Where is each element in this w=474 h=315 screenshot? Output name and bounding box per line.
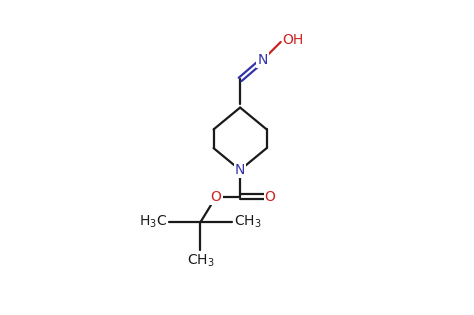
Text: O: O — [210, 190, 221, 203]
Text: H$_3$C: H$_3$C — [139, 214, 167, 230]
Text: CH$_3$: CH$_3$ — [234, 214, 262, 230]
Text: N: N — [235, 163, 246, 177]
Text: N: N — [257, 53, 268, 67]
Text: OH: OH — [283, 33, 303, 48]
Text: O: O — [264, 190, 275, 203]
Text: CH$_3$: CH$_3$ — [187, 253, 214, 269]
